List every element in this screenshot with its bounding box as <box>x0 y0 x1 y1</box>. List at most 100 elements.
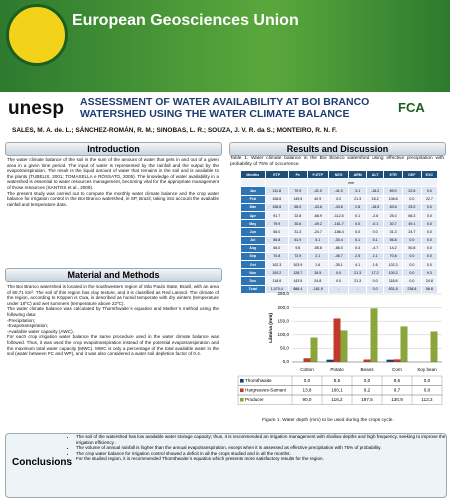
cell: 49.1 <box>402 219 422 229</box>
value-label: 0,0 <box>364 378 371 383</box>
table-row: Apr 91.7 22.8 -68.9 -112.5 0.1 -2.6 25.4 66.3 0.0 <box>240 210 439 221</box>
y-tick-label: 250,0 <box>278 291 290 296</box>
cell: 149.5 <box>287 194 308 204</box>
cell: Jul <box>240 235 266 245</box>
table-row: Total 1,070.4 888.4 -181.9- -0.0 831.6 238.8 56… <box>240 284 439 294</box>
cell: 102.3 <box>264 260 289 270</box>
cell: 31.3 <box>287 227 308 237</box>
paragraph: The water climate balance of the soil is… <box>7 157 219 190</box>
table-row: Nov 100.2 126.7 26.5 0.0 21.3 17.2 100.2 0.0 9.3 <box>240 268 439 278</box>
cell: May <box>240 219 266 229</box>
section-heading: Introduction <box>5 142 222 156</box>
conclusion-item: The crop water balance for irrigation co… <box>76 451 446 457</box>
table-row: Feb 108.6 149.5 40.9 0.0 21.3 18.2 108.6 0.0 22.7 <box>240 194 439 204</box>
bar-chart: 0,0 50,0 100,0 150,0 200,0 250,0 Lâmina (mm) Co… <box>237 291 443 405</box>
y-tick-label: 50,0 <box>280 346 289 351</box>
value-label: 13,8 <box>303 387 312 392</box>
y-tick-label: 150,0 <box>278 318 290 323</box>
cell: 56.8 <box>420 284 439 294</box>
column-header: NEG <box>327 169 350 180</box>
column-header: P-ETP <box>306 169 329 180</box>
cell: 0.0 <box>327 268 350 278</box>
cell: 5.1 <box>306 235 329 245</box>
authors: SALES, M. A. de. L.; SÁNCHEZ-ROMÁN, R. M… <box>12 127 337 134</box>
cell: 18.2 <box>365 194 385 204</box>
paragraph: -Available water capacity (AWC). <box>7 328 74 334</box>
column-header: EXC <box>420 169 439 180</box>
cell: 0.0 <box>402 251 422 262</box>
cell: 83.6 <box>383 202 404 212</box>
section-heading: Conclusions <box>12 457 73 468</box>
cell: -45.7 <box>327 251 350 262</box>
cell: 70.9 <box>287 186 308 196</box>
bar <box>400 326 408 362</box>
cell: 79.9 <box>264 219 289 229</box>
cell: 66.3 <box>402 210 422 221</box>
cell: Sep <box>240 251 266 262</box>
table-row: Jun 56.0 31.3 -24.7 -186.4 0.0 0.0 31.3 24.7 0.0 <box>240 227 439 237</box>
x-tick-label: Beans <box>360 367 374 372</box>
cell: 0.0 <box>420 210 439 221</box>
header-row: Months ETP Pe P-ETP NEG ARM ALT ETR DEF EXC <box>240 169 439 180</box>
cell: 0.1 <box>348 210 367 221</box>
bar <box>303 358 311 362</box>
cell: Nov <box>240 268 266 278</box>
cell <box>240 178 266 188</box>
cell: 21.3 <box>348 194 367 204</box>
cell: 1.6 <box>306 260 329 270</box>
table-row: Aug 65.0 9.5 -55.6 -86.0 0.4 -4.7 14.2 50.8 0.0 <box>240 243 439 253</box>
cell: Aug <box>240 243 266 253</box>
legend-label: Producer <box>245 397 264 402</box>
value-label: 130,9 <box>391 397 403 402</box>
cell: -55.6 <box>306 243 329 253</box>
cell: 40.9 <box>306 194 329 204</box>
column-header: ARM <box>348 169 367 180</box>
paragraph: -Evapotranspiration; <box>7 323 49 329</box>
cell: 0.0 <box>420 227 439 237</box>
egu-logo <box>6 4 68 66</box>
table-row-box <box>237 394 443 405</box>
section-heading: Material and Methods <box>5 268 222 282</box>
table-row: Oct 102.3 103.9 1.6 -35.1 4.1 1.6 102.3 0.0 0.0 <box>240 260 439 270</box>
cell: 0.0 <box>420 260 439 270</box>
paragraph: The Boi Branco watershed is located in t… <box>7 284 219 306</box>
value-label: 8,5 <box>334 378 341 383</box>
cell: 1,070.4 <box>264 284 289 294</box>
cell: 0.0 <box>420 202 439 212</box>
bar <box>340 330 348 362</box>
cell: -2.6 <box>365 210 385 221</box>
cell: -24.7 <box>306 227 329 237</box>
cell: 108.6 <box>264 194 289 204</box>
cell: Feb <box>240 194 266 204</box>
cell: 9.3 <box>420 268 439 278</box>
cell: -35.1 <box>327 260 350 270</box>
legend-label: Thornthwaite <box>245 378 272 383</box>
cell: 3.1 <box>348 186 367 196</box>
value-label: 0,0 <box>424 387 431 392</box>
bar <box>310 337 318 362</box>
cell: 0.0 <box>420 219 439 229</box>
bar <box>363 359 371 362</box>
cell: -112.5 <box>327 210 350 221</box>
bar <box>326 359 334 362</box>
unit: mm <box>264 178 439 188</box>
cell: -41.0 <box>306 186 329 196</box>
cell: 0.0 <box>402 260 422 270</box>
cell: 0.0 <box>420 251 439 262</box>
cell: -68.9 <box>306 210 329 221</box>
figure-caption: Figure 1. Water depth (mm) to be used du… <box>262 418 394 423</box>
introduction-text: The water climate balance of the soil is… <box>7 157 219 207</box>
cell: Oct <box>240 260 266 270</box>
cell: -30.4 <box>327 235 350 245</box>
cell: -86.0 <box>327 243 350 253</box>
legend-key <box>240 378 244 383</box>
conclusion-item: The soil of the watershed has low availa… <box>76 434 446 445</box>
cell: 56.8 <box>383 235 404 245</box>
cell: 0.0 <box>348 219 367 229</box>
cell: -161.7 <box>327 219 350 229</box>
cell: 0.0 <box>420 235 439 245</box>
cell: 30.7 <box>383 219 404 229</box>
cell: 0.0 <box>348 227 367 237</box>
cell: 0.0 <box>327 194 350 204</box>
